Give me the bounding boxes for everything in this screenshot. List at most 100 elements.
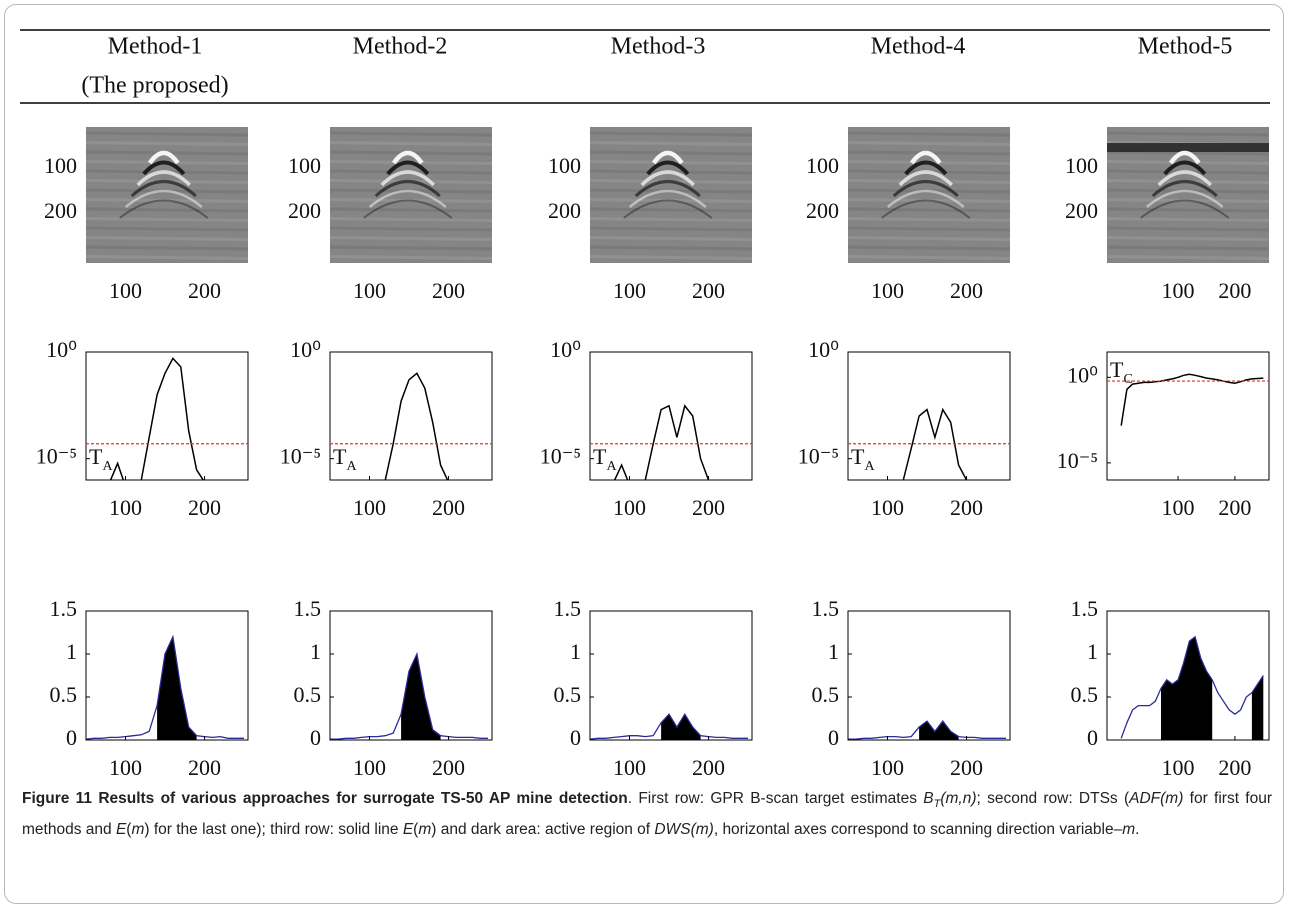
panel [109, 357, 205, 480]
y-tick-label: 1.5 [812, 596, 840, 621]
threshold-label-text: T [333, 444, 347, 469]
x-tick-label: 200 [692, 278, 725, 303]
image-reflection [142, 160, 186, 176]
image-reflection [634, 180, 701, 198]
data-line [384, 372, 449, 480]
data-line [902, 407, 968, 480]
caption-text: E [402, 821, 414, 839]
y-tick-label: 100 [44, 153, 77, 178]
panel [1107, 127, 1269, 263]
caption-text: B [923, 790, 934, 807]
panel [384, 372, 449, 480]
panel [1120, 373, 1264, 426]
x-tick-label: 100 [109, 495, 142, 520]
x-tick-label: 200 [1218, 495, 1251, 520]
y-tick-label: 1 [570, 639, 581, 664]
image-texture [848, 236, 1010, 241]
y-tick-label: 10⁻⁵ [36, 444, 77, 469]
data-line [613, 404, 710, 480]
y-tick-label: 0 [310, 725, 321, 750]
image-texture [848, 131, 1010, 137]
y-tick-label: 0.5 [554, 682, 582, 707]
image-reflection [640, 170, 695, 187]
active-area [1161, 636, 1264, 740]
image-reflection [623, 199, 713, 219]
gpr-image [86, 127, 248, 263]
axes-box [85, 351, 249, 481]
active-area [157, 636, 197, 740]
image-texture [848, 141, 1010, 146]
image-reflection [368, 189, 447, 208]
image-reflection [1168, 150, 1201, 165]
y-tick-label: 10⁻⁵ [280, 444, 321, 469]
image-reflection [909, 150, 942, 165]
threshold-label: TA [593, 444, 617, 474]
column-title: Method-4 [871, 34, 966, 60]
data-line [1120, 373, 1264, 426]
image-texture [330, 245, 492, 251]
image-reflection [136, 170, 191, 187]
x-tick-label: 200 [188, 755, 221, 780]
image-reflection [363, 199, 453, 219]
y-tick-label: 0 [570, 725, 581, 750]
image-reflection [374, 180, 441, 198]
image-texture [590, 245, 752, 251]
panel [590, 127, 752, 263]
threshold-label: TC [1110, 357, 1133, 387]
frame [4, 4, 1284, 904]
image-reflection [1157, 170, 1212, 187]
image-texture [848, 226, 1010, 232]
threshold-label: TA [851, 444, 875, 474]
caption-text: for first four methods and [22, 790, 1272, 839]
threshold-label-sub: C [1123, 372, 1132, 387]
image-reflection [892, 180, 959, 198]
x-tick-label: 200 [432, 278, 465, 303]
caption-text: , horizontal axes correspond to scanning… [713, 821, 1123, 839]
image-texture [86, 226, 248, 232]
panel [902, 407, 968, 480]
image-reflection [1163, 160, 1207, 176]
threshold-label: TA [333, 444, 357, 474]
y-tick-label: 200 [806, 198, 839, 223]
threshold-label-sub: A [864, 458, 875, 473]
y-tick-label: 10⁰ [808, 337, 839, 362]
image-reflection [1151, 180, 1218, 198]
caption-text: Figure 11 Results of various approaches … [22, 790, 628, 807]
caption-text: (m,n) [940, 790, 977, 807]
y-tick-label: 0 [66, 725, 77, 750]
energy-line [590, 712, 748, 740]
energy-line [86, 634, 244, 740]
active-area [401, 654, 441, 740]
image-texture [330, 131, 492, 137]
image-reflection [651, 150, 684, 165]
image-texture [86, 141, 248, 146]
y-tick-label: 0.5 [50, 682, 78, 707]
x-tick-label: 200 [188, 495, 221, 520]
image-texture [330, 255, 492, 260]
image-texture [1107, 207, 1269, 213]
gpr-image [848, 127, 1010, 263]
x-tick-label: 200 [950, 755, 983, 780]
energy-line [1120, 635, 1264, 739]
image-reflection [124, 189, 203, 208]
data-line [109, 357, 205, 480]
threshold-label-text: T [89, 444, 103, 469]
y-tick-label: 1.5 [554, 596, 582, 621]
x-tick-label: 100 [613, 755, 646, 780]
image-reflection [886, 189, 965, 208]
image-texture [590, 236, 752, 241]
x-tick-label: 100 [1162, 278, 1195, 303]
threshold-label-sub: A [346, 458, 357, 473]
image-reflection [1145, 189, 1224, 208]
figure: Method-1 (The proposed) Method-2 Method-3 Me… [20, 29, 1270, 780]
y-tick-label: 1 [1087, 639, 1098, 664]
y-tick-label: 10⁰ [46, 337, 77, 362]
x-tick-label: 200 [188, 278, 221, 303]
image-reflection [881, 199, 971, 219]
panel [613, 404, 710, 480]
caption-text: E [115, 821, 127, 839]
panel [330, 127, 492, 263]
x-tick-label: 200 [692, 495, 725, 520]
column-title: Method-2 [353, 34, 448, 60]
caption-text: ( [413, 821, 419, 839]
